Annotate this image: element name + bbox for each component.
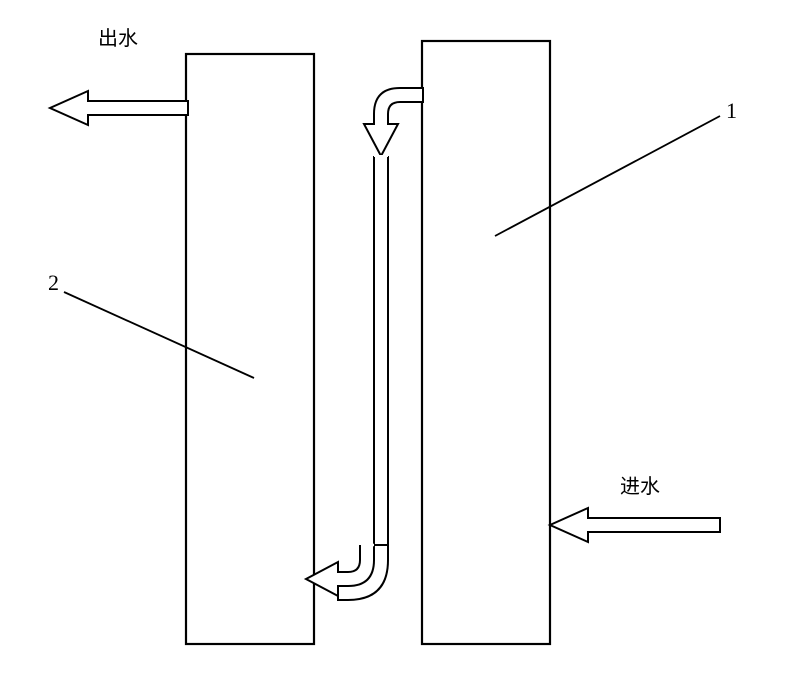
column-right [422, 41, 550, 644]
vertical-shaft [374, 156, 388, 545]
lower-bent-arrow [306, 545, 388, 600]
upper-bent-arrow [364, 88, 423, 156]
inlet-arrow [550, 508, 720, 542]
diagram-canvas [0, 0, 800, 692]
leader-line-2 [64, 292, 254, 378]
inlet-label: 进水 [620, 470, 660, 499]
ref-label-1: 1 [726, 98, 737, 124]
outlet-arrow [50, 91, 188, 125]
outlet-label: 出水 [98, 22, 138, 51]
ref-label-2: 2 [48, 270, 59, 296]
column-left [186, 54, 314, 644]
leader-line-1 [495, 116, 720, 236]
